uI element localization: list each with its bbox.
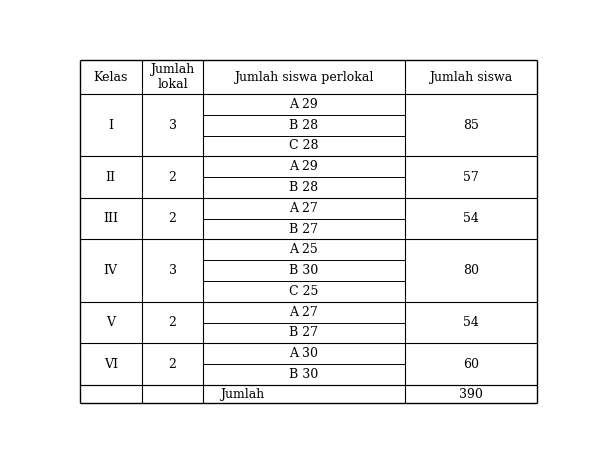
Text: VI: VI xyxy=(104,358,118,370)
Text: 85: 85 xyxy=(463,118,479,132)
Text: Kelas: Kelas xyxy=(93,71,128,84)
Text: B 30: B 30 xyxy=(290,264,318,277)
Text: 80: 80 xyxy=(463,264,479,277)
Text: Jumlah: Jumlah xyxy=(220,387,264,401)
Text: II: II xyxy=(106,171,116,184)
Text: V: V xyxy=(107,316,115,329)
Text: IV: IV xyxy=(104,264,118,277)
Text: A 30: A 30 xyxy=(290,347,318,360)
Text: Jumlah siswa: Jumlah siswa xyxy=(429,71,512,84)
Text: 2: 2 xyxy=(169,212,176,225)
Text: 3: 3 xyxy=(169,264,176,277)
Text: 60: 60 xyxy=(463,358,479,370)
Text: A 27: A 27 xyxy=(290,306,318,319)
Text: I: I xyxy=(108,118,113,132)
Text: A 29: A 29 xyxy=(290,160,318,173)
Text: B 27: B 27 xyxy=(290,223,318,235)
Text: 390: 390 xyxy=(459,387,483,401)
Text: C 25: C 25 xyxy=(290,285,318,298)
Text: Jumlah
lokal: Jumlah lokal xyxy=(150,63,194,91)
Text: 2: 2 xyxy=(169,358,176,370)
Text: B 27: B 27 xyxy=(290,326,318,339)
Text: 3: 3 xyxy=(169,118,176,132)
Text: 54: 54 xyxy=(463,316,479,329)
Text: 2: 2 xyxy=(169,171,176,184)
Text: III: III xyxy=(104,212,118,225)
Text: Jumlah siswa perlokal: Jumlah siswa perlokal xyxy=(234,71,374,84)
Text: B 28: B 28 xyxy=(290,118,318,132)
Text: A 25: A 25 xyxy=(290,243,318,256)
Text: 2: 2 xyxy=(169,316,176,329)
Text: A 27: A 27 xyxy=(290,202,318,215)
Text: 54: 54 xyxy=(463,212,479,225)
Text: 57: 57 xyxy=(463,171,479,184)
Text: B 30: B 30 xyxy=(290,368,318,381)
Text: A 29: A 29 xyxy=(290,98,318,111)
Text: B 28: B 28 xyxy=(290,181,318,194)
Text: C 28: C 28 xyxy=(289,140,318,152)
